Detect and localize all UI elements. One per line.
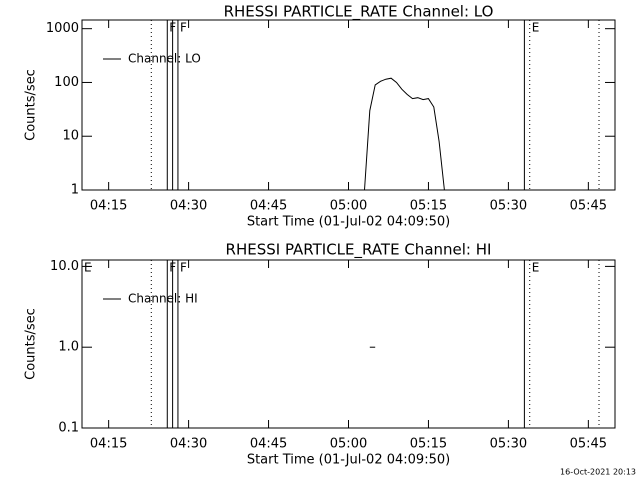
footer: 16-Oct-2021 20:13 [560,468,636,477]
x-tick-label: 04:15 [90,199,127,214]
x-tick-label: 05:15 [410,199,447,214]
y-tick-label: 10 [62,129,79,144]
x-tick-label: 05:45 [570,199,607,214]
x-tick-label: 05:30 [490,437,527,452]
x-tick-label: 05:00 [330,437,367,452]
event-label: E [84,261,92,275]
x-axis-label: Start Time (01-Jul-02 04:09:50) [247,215,450,230]
chart-title: RHESSI PARTICLE_RATE Channel: HI [226,241,492,260]
y-axis-label: Counts/sec [24,308,39,380]
x-tick-label: 04:30 [170,437,207,452]
x-axis-label: Start Time (01-Jul-02 04:09:50) [247,453,450,468]
event-label: E [532,21,540,35]
y-tick-label: 1000 [46,21,79,36]
x-tick-label: 05:45 [570,437,607,452]
y-tick-label: 1.0 [58,340,79,355]
legend-label: Channel: HI [128,292,198,306]
event-label: F [180,261,187,275]
x-tick-label: 05:30 [490,199,527,214]
data-line [364,77,445,191]
x-tick-label: 04:45 [250,437,287,452]
y-tick-label: 100 [54,75,79,90]
x-tick-label: 05:15 [410,437,447,452]
y-tick-label: 10.0 [50,259,79,274]
chart-title: RHESSI PARTICLE_RATE Channel: LO [224,3,494,22]
x-tick-label: 04:30 [170,199,207,214]
x-tick-label: 04:15 [90,437,127,452]
x-tick-label: 05:00 [330,199,367,214]
event-label: E [532,261,540,275]
y-axis-label: Counts/sec [24,69,39,141]
x-tick-label: 04:45 [250,199,287,214]
legend-label: Channel: LO [128,52,201,66]
y-tick-label: 1 [71,183,79,198]
event-label: F [180,21,187,35]
y-tick-label: 0.1 [58,421,79,436]
